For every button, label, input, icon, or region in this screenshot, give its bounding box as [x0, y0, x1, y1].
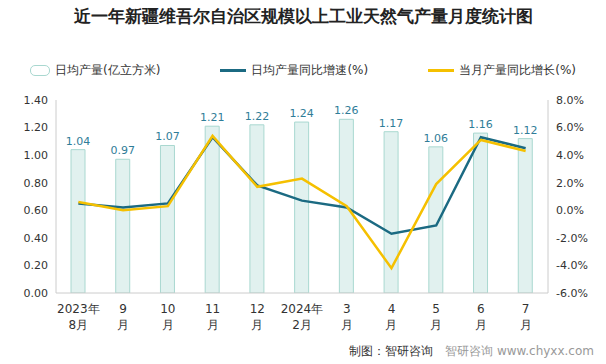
svg-text:月: 月	[207, 318, 219, 332]
svg-text:1.00: 1.00	[24, 149, 49, 162]
svg-text:1.24: 1.24	[289, 107, 314, 120]
svg-text:2024年: 2024年	[281, 302, 324, 316]
svg-text:10: 10	[160, 302, 175, 316]
svg-text:9: 9	[119, 302, 127, 316]
svg-text:-4.0%: -4.0%	[556, 259, 588, 272]
svg-text:0.60: 0.60	[24, 204, 49, 217]
html-text:日均产量(亿立方米): 日均产量(亿立方米)	[55, 63, 161, 77]
svg-text:-6.0%: -6.0%	[556, 287, 588, 300]
svg-text:1.40: 1.40	[24, 94, 49, 107]
svg-text:月: 月	[117, 318, 129, 332]
svg-text:1.06: 1.06	[424, 132, 449, 145]
svg-text:0.0%: 0.0%	[556, 204, 584, 217]
svg-text:1.07: 1.07	[155, 130, 180, 143]
svg-text:4: 4	[388, 302, 396, 316]
svg-text:8月: 8月	[69, 318, 89, 332]
svg-text:月: 月	[385, 318, 397, 332]
svg-text:月: 月	[475, 318, 487, 332]
svg-text:月: 月	[430, 318, 442, 332]
svg-text:4.0%: 4.0%	[556, 149, 584, 162]
svg-text:1.16: 1.16	[468, 118, 493, 131]
svg-text:1.26: 1.26	[334, 104, 359, 117]
html-text:日均产量同比增速(%): 日均产量同比增速(%)	[251, 63, 369, 77]
svg-text:月: 月	[520, 318, 532, 332]
svg-text:1.20: 1.20	[24, 121, 49, 134]
svg-text:2月: 2月	[292, 318, 312, 332]
html-text:制图：智研咨询: 制图：智研咨询	[349, 344, 434, 358]
svg-text:5: 5	[432, 302, 440, 316]
svg-text:7: 7	[522, 302, 530, 316]
svg-text:0.97: 0.97	[110, 144, 135, 157]
svg-text:1.17: 1.17	[379, 117, 404, 130]
svg-text:0.40: 0.40	[24, 232, 49, 245]
svg-text:1.12: 1.12	[513, 124, 538, 137]
svg-text:月: 月	[251, 318, 263, 332]
svg-text:月: 月	[341, 318, 353, 332]
svg-text:11: 11	[205, 302, 220, 316]
svg-text:6.0%: 6.0%	[556, 121, 584, 134]
svg-text:0.80: 0.80	[24, 177, 49, 190]
svg-text:6: 6	[477, 302, 485, 316]
svg-text:8.0%: 8.0%	[556, 94, 584, 107]
svg-text:月: 月	[162, 318, 174, 332]
svg-text:12: 12	[250, 302, 265, 316]
svg-text:2.0%: 2.0%	[556, 177, 584, 190]
svg-text:1.04: 1.04	[66, 135, 91, 148]
svg-text:3: 3	[343, 302, 351, 316]
svg-text:-2.0%: -2.0%	[556, 232, 588, 245]
html-text:智研咨询 www.chyxx.com: 智研咨询 www.chyxx.com	[445, 344, 594, 358]
html-text:当月产量同比增长(%): 当月产量同比增长(%)	[459, 63, 576, 77]
svg-text:1.22: 1.22	[245, 110, 270, 123]
svg-text:1.21: 1.21	[200, 111, 225, 124]
svg-text:0.20: 0.20	[24, 259, 49, 272]
html-text:近一年新疆维吾尔自治区规模以上工业天然气产量月度统计图: 近一年新疆维吾尔自治区规模以上工业天然气产量月度统计图	[73, 6, 533, 26]
svg-text:0.00: 0.00	[24, 287, 49, 300]
svg-text:2023年: 2023年	[57, 302, 100, 316]
